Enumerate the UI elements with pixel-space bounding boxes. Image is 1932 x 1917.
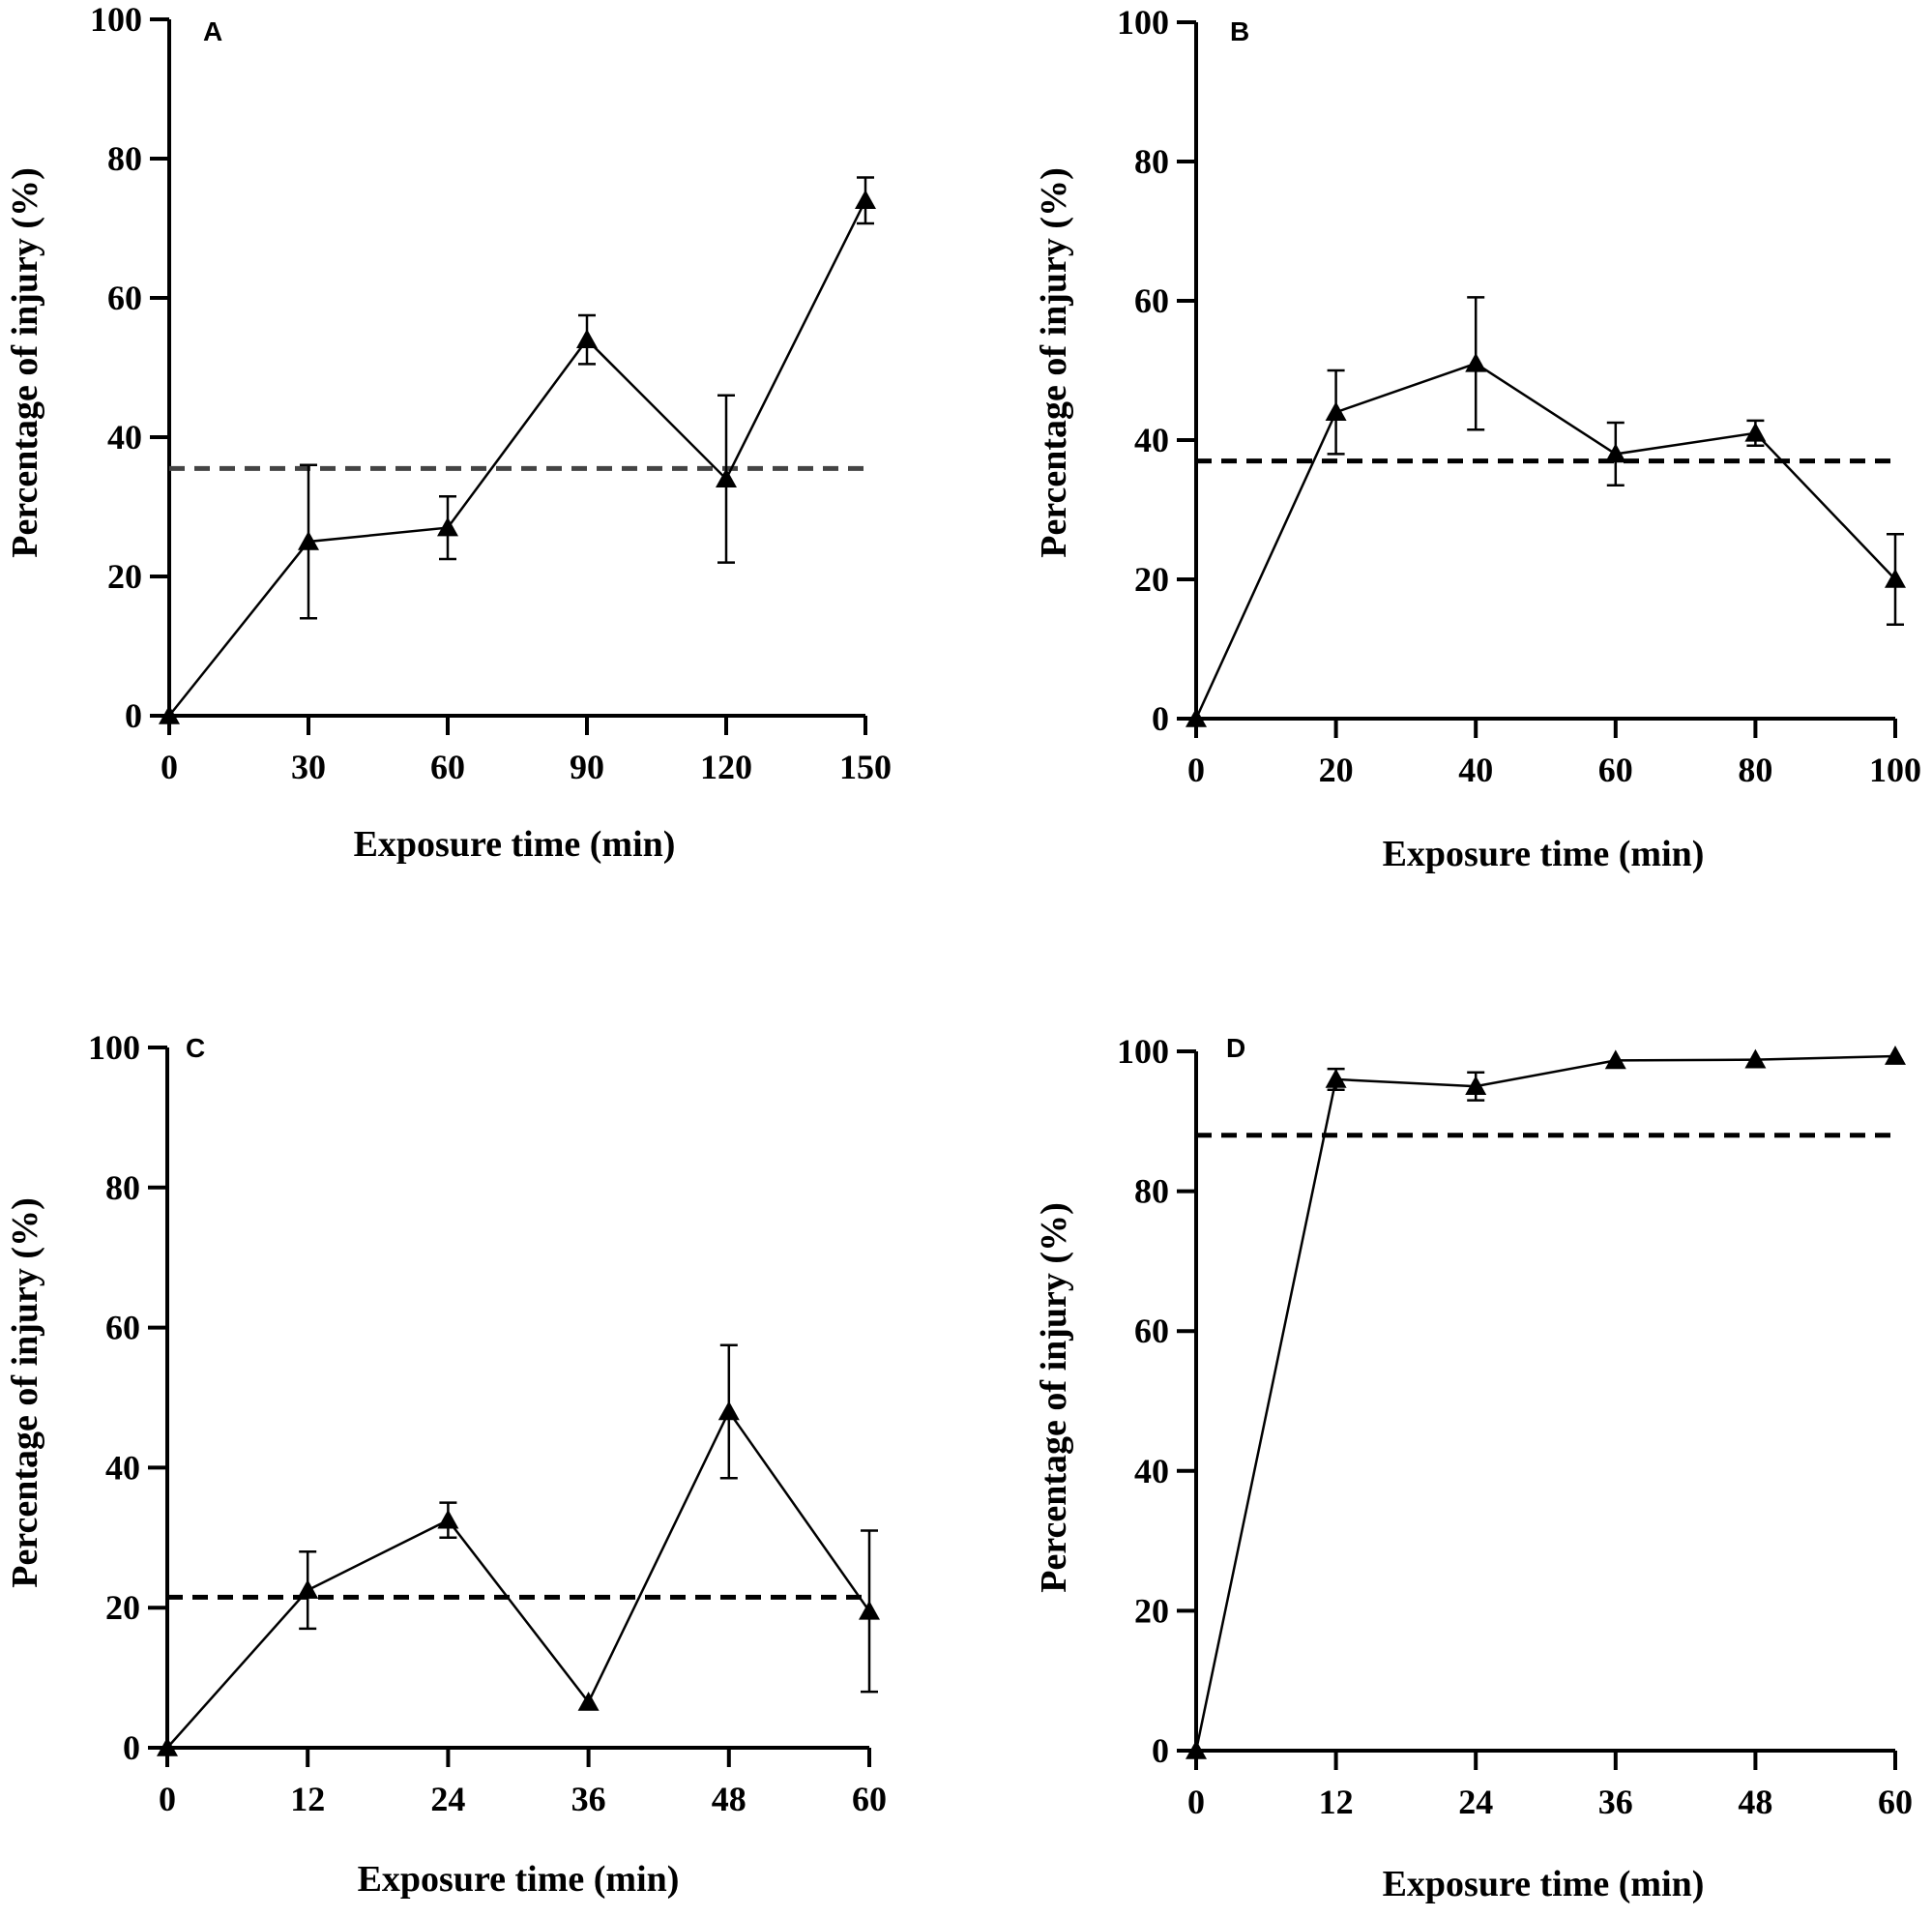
panel-c-x-tick-label: 60 xyxy=(852,1780,887,1818)
panel-c-x-tick-label: 24 xyxy=(430,1780,465,1818)
panel-a-y-axis-label: Percentage of injury (%) xyxy=(5,167,45,557)
panel-d-y-tick-label: 0 xyxy=(1152,1731,1169,1770)
panel-a-y-tick-label: 60 xyxy=(107,279,142,317)
panel-b-y-tick-label: 40 xyxy=(1134,421,1169,459)
panel-b-y-tick-label: 60 xyxy=(1134,281,1169,320)
panel-b-x-axis-label: Exposure time (min) xyxy=(1383,834,1705,874)
panel-d-y-tick-label: 40 xyxy=(1134,1452,1169,1490)
panel-c-letter: C xyxy=(186,1033,205,1063)
panel-a-y-tick-label: 80 xyxy=(107,139,142,178)
panel-d-y-axis-label: Percentage of injury (%) xyxy=(1034,1202,1074,1592)
panel-b-y-tick-label: 80 xyxy=(1134,142,1169,181)
panel-b-x-tick-label: 60 xyxy=(1598,751,1633,789)
panel-d-x-tick-label: 0 xyxy=(1187,1783,1205,1821)
panel-b-series-line xyxy=(1194,362,1896,720)
panel-c-x-axis-label: Exposure time (min) xyxy=(358,1859,680,1900)
panel-b-y-tick-label: 20 xyxy=(1134,560,1169,599)
panel-d-data-point xyxy=(1186,1740,1207,1759)
panel-a-y-tick-label: 0 xyxy=(125,696,142,735)
panel-c-data-point xyxy=(297,1579,319,1599)
panel-d-x-tick-label: 36 xyxy=(1598,1783,1633,1821)
panel-a-x-axis-label: Exposure time (min) xyxy=(354,824,676,865)
panel-c-y-tick-label: 60 xyxy=(105,1309,140,1347)
panel-a-data-point xyxy=(576,329,598,348)
panel-b-chart: B Exposure time (min) Percentage of inju… xyxy=(1034,3,1921,874)
panel-c-y-axis-label: Percentage of injury (%) xyxy=(5,1197,45,1587)
panel-b-x-tick-label: 0 xyxy=(1187,751,1205,789)
panel-b-data-point xyxy=(1604,443,1626,463)
panel-d-x-tick-label: 24 xyxy=(1458,1783,1493,1821)
panel-d-series-line xyxy=(1194,1054,1896,1752)
panel-d-y-tick-label: 20 xyxy=(1134,1591,1169,1630)
panel-b-y-tick-label: 100 xyxy=(1117,3,1169,42)
panel-d-data-point xyxy=(1325,1068,1347,1088)
panel-c-data-point xyxy=(859,1600,880,1620)
panel-d-data-point xyxy=(1604,1049,1626,1070)
panel-b-x-tick-label: 80 xyxy=(1738,751,1772,789)
panel-c-y-tick-label: 0 xyxy=(123,1728,140,1767)
panel-a-x-tick-label: 120 xyxy=(700,748,752,786)
panel-d-x-tick-label: 60 xyxy=(1878,1783,1913,1821)
panel-a-data-point xyxy=(855,190,876,209)
panel-b-data-point xyxy=(1465,352,1487,372)
panel-c-y-tick-label: 40 xyxy=(105,1448,140,1487)
panel-b-data-point xyxy=(1186,708,1207,727)
panel-a-y-tick-label: 40 xyxy=(107,418,142,457)
panel-d-y-tick-label: 80 xyxy=(1134,1172,1169,1211)
panel-d-data-point xyxy=(1744,1048,1767,1069)
panel-c-data-point xyxy=(157,1737,178,1756)
panel-c-x-tick-label: 36 xyxy=(571,1780,606,1818)
panel-a-x-tick-label: 90 xyxy=(570,748,604,786)
panel-c-x-tick-label: 12 xyxy=(290,1780,325,1818)
panel-b-y-tick-label: 0 xyxy=(1152,699,1169,738)
panel-d-chart: D Exposure time (min) Percentage of inju… xyxy=(1034,1032,1913,1904)
panel-a-x-tick-label: 150 xyxy=(839,748,892,786)
panel-a-series-line xyxy=(168,199,867,717)
panel-b-letter: B xyxy=(1230,16,1249,46)
panel-d-data-point xyxy=(1885,1046,1906,1065)
panel-a-data-point xyxy=(298,531,319,550)
panel-b-data-point xyxy=(1325,401,1347,421)
panel-a-x-tick-label: 0 xyxy=(161,748,178,786)
panel-c-x-tick-label: 0 xyxy=(159,1780,176,1818)
panel-d-x-tick-label: 12 xyxy=(1319,1783,1354,1821)
panel-c-x-tick-label: 48 xyxy=(712,1780,746,1818)
panel-b-x-tick-label: 40 xyxy=(1458,751,1493,789)
panel-c-data-point xyxy=(717,1401,740,1421)
panel-c-y-tick-label: 100 xyxy=(88,1028,140,1067)
panel-a-y-tick-label: 100 xyxy=(90,0,142,39)
panel-a-data-point xyxy=(159,705,180,724)
panel-a-x-tick-label: 60 xyxy=(430,748,465,786)
panel-c-y-tick-label: 80 xyxy=(105,1168,140,1207)
panel-b-x-tick-label: 100 xyxy=(1869,751,1921,789)
panel-c-series-line xyxy=(166,1409,871,1749)
panel-a-letter: A xyxy=(203,16,222,46)
panel-a-x-tick-label: 30 xyxy=(291,748,326,786)
panel-a-chart: A Exposure time (min) Percentage of inju… xyxy=(5,0,892,865)
panel-c-data-point xyxy=(437,1509,459,1529)
panel-c-y-tick-label: 20 xyxy=(105,1588,140,1627)
panel-d-x-tick-label: 48 xyxy=(1738,1783,1772,1821)
panel-d-x-axis-label: Exposure time (min) xyxy=(1383,1864,1705,1904)
panel-a-data-point xyxy=(437,516,458,537)
panel-b-data-point xyxy=(1744,422,1767,442)
panel-b-x-tick-label: 20 xyxy=(1319,751,1354,789)
panel-d-y-tick-label: 100 xyxy=(1117,1032,1169,1071)
panel-b-data-point xyxy=(1885,569,1906,588)
panel-d-letter: D xyxy=(1226,1033,1245,1063)
panel-a-y-tick-label: 20 xyxy=(107,557,142,596)
panel-c-data-point xyxy=(577,1691,600,1711)
panel-d-data-point xyxy=(1465,1076,1487,1095)
panel-d-y-tick-label: 60 xyxy=(1134,1312,1169,1350)
panel-b-y-axis-label: Percentage of injury (%) xyxy=(1034,167,1074,557)
panel-a-data-point xyxy=(716,468,737,487)
panel-c-chart: C Exposure time (min) Percentage of inju… xyxy=(5,1028,887,1900)
